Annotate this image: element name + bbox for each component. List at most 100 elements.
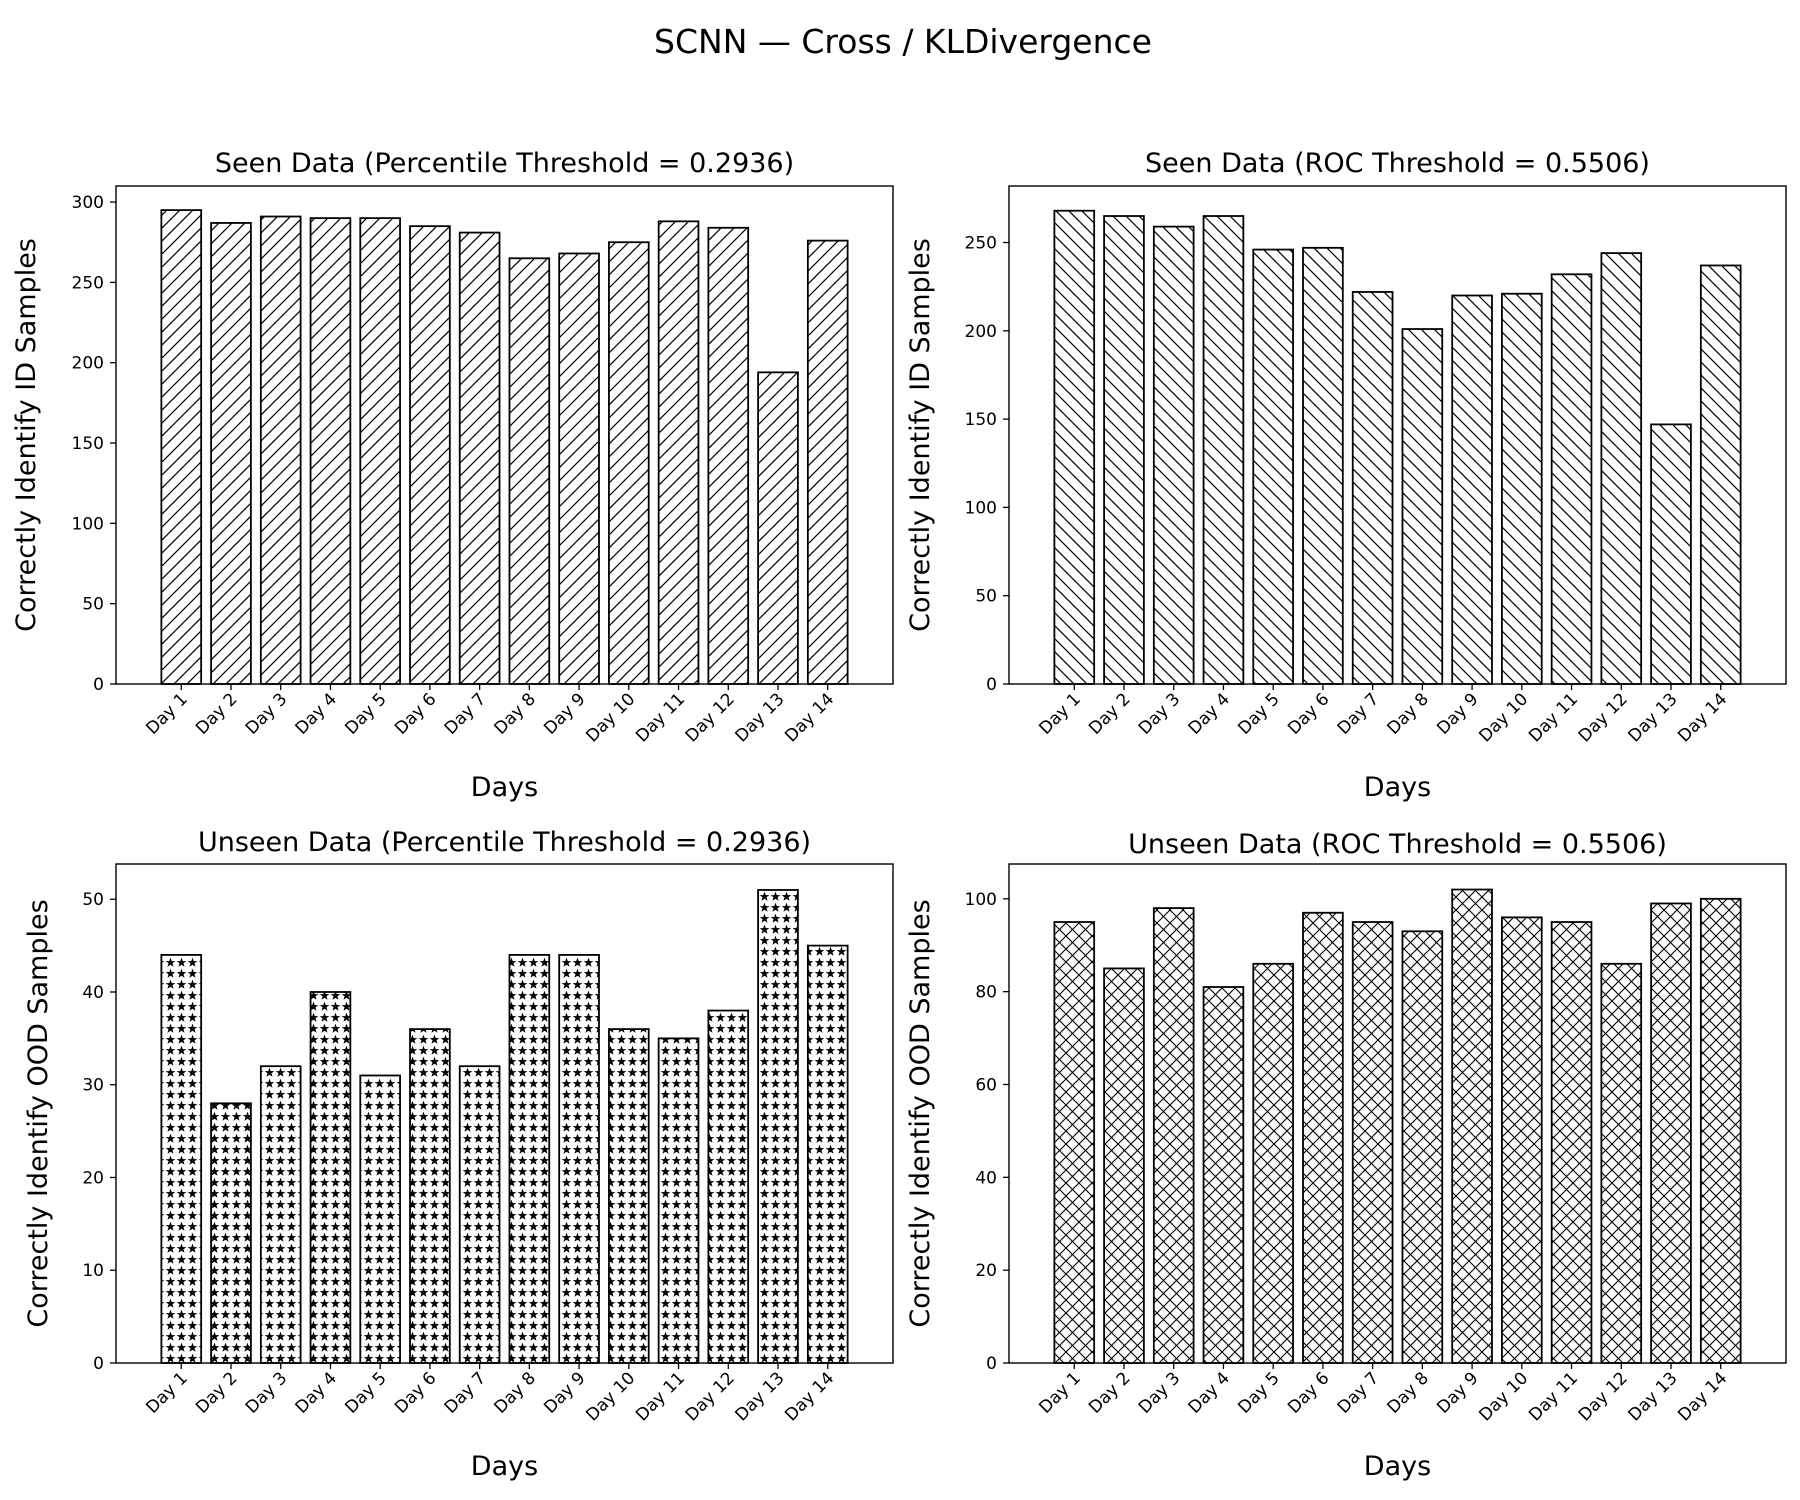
bar-day-10 [608, 1028, 650, 1364]
bar-day-14 [1699, 264, 1742, 685]
y-tick-label: 20 [82, 1168, 104, 1188]
x-tick-label: Day 11 [632, 689, 689, 746]
x-tick-label: Day 12 [682, 1368, 739, 1425]
x-tick-label: Day 14 [781, 689, 838, 746]
x-axis-label: Days [1364, 1451, 1431, 1482]
y-axis-label: Correctly Identify ID Samples [11, 238, 42, 632]
y-tick-label: 60 [975, 1075, 997, 1095]
bar-day-11 [1550, 921, 1593, 1364]
x-tick-label: Day 14 [1674, 689, 1731, 746]
x-tick-label: Day 10 [582, 1368, 639, 1425]
x-tick-label: Day 7 [1334, 1368, 1383, 1417]
bar-day-14 [806, 239, 849, 685]
x-axis-label: Days [471, 772, 538, 803]
x-tick-label: Day 2 [1085, 1368, 1134, 1417]
bar-day-13 [757, 371, 799, 685]
bar-day-6 [409, 225, 451, 685]
bar-day-2 [1103, 215, 1145, 685]
y-tick-label: 30 [82, 1076, 104, 1096]
bar-day-7 [1351, 921, 1394, 1364]
y-tick-label: 100 [965, 498, 997, 518]
x-axis-label: Days [1364, 772, 1431, 803]
bar-day-6 [409, 1028, 451, 1364]
x-tick-label: Day 4 [292, 1368, 341, 1417]
bar-day-1 [1053, 209, 1096, 685]
y-tick-label: 20 [975, 1261, 997, 1281]
bar-day-5 [1252, 962, 1294, 1364]
bar-day-11 [1550, 273, 1593, 685]
x-tick-label: Day 2 [192, 689, 241, 738]
x-tick-label: Day 10 [1475, 689, 1532, 746]
figure-suptitle: SCNN — Cross / KLDivergence [654, 22, 1152, 61]
bar-day-5 [1252, 248, 1294, 685]
bar-day-2 [210, 222, 252, 685]
y-tick-label: 10 [82, 1261, 104, 1281]
y-tick-label: 250 [72, 273, 104, 293]
bar-day-12 [1600, 252, 1643, 685]
bar-day-8 [508, 954, 551, 1364]
bar-day-14 [1699, 897, 1742, 1364]
y-tick-label: 0 [986, 1354, 997, 1374]
y-tick-label: 100 [965, 890, 997, 910]
x-tick-label: Day 8 [491, 1368, 540, 1417]
bar-day-10 [1501, 916, 1543, 1364]
x-tick-label: Day 3 [1135, 1368, 1184, 1417]
bar-day-14 [806, 944, 849, 1364]
x-tick-label: Day 2 [1085, 689, 1134, 738]
y-tick-label: 80 [975, 983, 997, 1003]
bar-day-6 [1302, 246, 1344, 685]
bar-day-9 [558, 954, 600, 1364]
x-tick-label: Day 12 [1575, 1368, 1632, 1425]
bar-day-11 [657, 1037, 700, 1364]
bar-day-13 [1650, 423, 1692, 685]
x-tick-label: Day 6 [1284, 689, 1333, 738]
bar-day-8 [1401, 930, 1444, 1364]
bar-day-5 [359, 217, 401, 685]
bar-day-2 [210, 1102, 252, 1364]
y-tick-label: 40 [975, 1168, 997, 1188]
y-tick-label: 0 [93, 675, 104, 695]
x-tick-label: Day 7 [441, 689, 490, 738]
bar-day-7 [458, 1065, 501, 1364]
x-tick-label: Day 14 [1674, 1368, 1731, 1425]
x-tick-label: Day 5 [1234, 1368, 1283, 1417]
x-tick-label: Day 14 [781, 1368, 838, 1425]
x-axis-label: Days [471, 1451, 538, 1482]
bar-day-3 [259, 1065, 302, 1364]
bar-day-3 [1152, 225, 1195, 685]
bar-day-8 [508, 257, 551, 685]
x-tick-label: Day 1 [142, 1368, 191, 1417]
chart-title: Seen Data (ROC Threshold = 0.5506) [1145, 148, 1650, 179]
chart-panel-2: 0 50 100 150 200 250 Day 1 Day 2 Day 3 Day 4 Day 5… [905, 148, 1787, 803]
axes-frame [115, 863, 894, 1364]
x-tick-label: Day 3 [1135, 689, 1184, 738]
bar-day-9 [1451, 888, 1493, 1364]
x-tick-label: Day 12 [1575, 689, 1632, 746]
bar-day-3 [259, 215, 302, 685]
x-tick-label: Day 6 [391, 689, 440, 738]
bar-day-2 [1103, 967, 1145, 1364]
x-tick-label: Day 13 [1625, 689, 1682, 746]
x-tick-label: Day 7 [441, 1368, 490, 1417]
bar-day-9 [558, 252, 600, 685]
bar-day-8 [1401, 328, 1444, 685]
y-tick-label: 100 [72, 514, 104, 534]
x-tick-label: Day 5 [341, 689, 390, 738]
bar-day-13 [757, 889, 799, 1364]
bar-day-4 [1202, 986, 1245, 1364]
y-axis-label: Correctly Identify ID Samples [905, 238, 936, 632]
bar-day-12 [707, 1009, 750, 1364]
axes-frame [115, 185, 894, 685]
x-tick-label: Day 7 [1334, 689, 1383, 738]
x-tick-label: Day 11 [1525, 1368, 1582, 1425]
y-tick-label: 40 [82, 983, 104, 1003]
y-tick-label: 200 [965, 322, 997, 342]
y-tick-label: 200 [72, 354, 104, 374]
axes-frame [1008, 185, 1787, 685]
y-tick-label: 150 [72, 434, 104, 454]
y-tick-label: 150 [965, 410, 997, 430]
